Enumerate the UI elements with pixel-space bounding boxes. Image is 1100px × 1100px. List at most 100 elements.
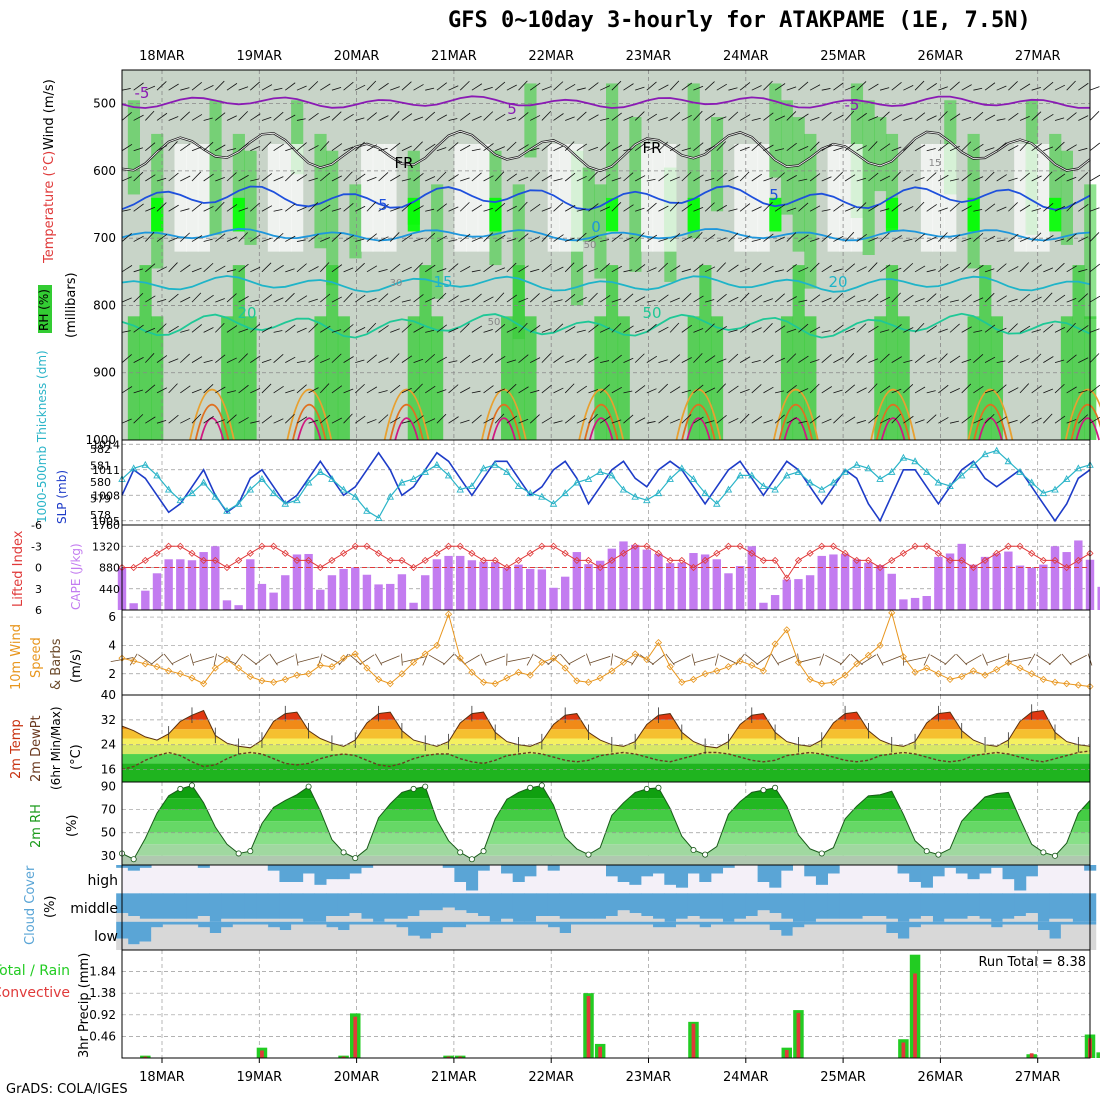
precip-convective-bar (260, 1050, 264, 1058)
contour-label: 50 (642, 304, 661, 322)
contour-label: FR (642, 139, 661, 157)
wind-barb (1078, 115, 1089, 121)
li-point (340, 549, 348, 557)
cape-tick-label: 1320 (92, 540, 120, 553)
wind-barb (984, 292, 995, 303)
wind-barb (763, 201, 773, 212)
cloud-low-gap (640, 924, 654, 950)
wind-barb (518, 297, 529, 303)
cloud-low-gap (1014, 924, 1027, 950)
isotherm-line (121, 275, 1091, 293)
cloud-low-gap (127, 944, 140, 950)
wind-barb (1054, 262, 1065, 273)
wind-barb (739, 413, 750, 424)
wind-speed-point (864, 651, 872, 659)
li-point (573, 556, 581, 564)
wind-barb (319, 383, 330, 394)
cloud-low-bar (174, 921, 187, 925)
wind-barb (168, 141, 178, 152)
wind-barb (961, 294, 972, 303)
wind-barb (156, 298, 167, 303)
wind-barb (448, 85, 459, 91)
wind-barb (739, 267, 750, 273)
cloud-middle-bar (932, 893, 945, 922)
wind-barb (1019, 383, 1030, 394)
cape-bar (362, 574, 372, 610)
wind-speed-point (398, 670, 406, 678)
wind-barb (273, 143, 284, 152)
rh-extreme-point (130, 856, 137, 863)
wind-barb (448, 327, 459, 333)
wind-barb (238, 263, 249, 273)
wind-barb (168, 414, 179, 424)
thickness-point (584, 475, 593, 482)
thickness-point (922, 467, 931, 475)
contour-label: 20 (237, 304, 256, 322)
wind-barb (530, 236, 541, 242)
wind-barb (949, 323, 960, 333)
cloud-low-gap (582, 924, 595, 950)
wind-barb-10m (825, 654, 842, 665)
wind-barb (809, 383, 820, 394)
cloud-low-gap (990, 927, 1003, 950)
wind-barb (588, 82, 599, 91)
wind-barb (588, 114, 599, 121)
wind-speed-point (701, 670, 709, 678)
wind-barb (623, 236, 634, 242)
wind-barb (669, 354, 681, 363)
wind-barb (494, 292, 505, 303)
thickness-tick-label: 582 (90, 443, 111, 456)
wind-barb (541, 295, 553, 303)
cape-bar (374, 584, 383, 610)
wind-barb (145, 295, 156, 303)
wind-speed-point (410, 658, 418, 666)
temp-band (122, 738, 1090, 745)
wind-barb (1054, 415, 1066, 424)
wind-barb (751, 263, 762, 273)
rh-band (122, 832, 1090, 845)
cloud-low-bar (652, 921, 665, 928)
li-point (305, 556, 313, 564)
wind-barb (763, 265, 774, 273)
wind-barb (156, 266, 168, 273)
cloud-high-bar (652, 865, 665, 874)
rh2m-axis-label: 2m RH (29, 804, 44, 848)
wind-barb (250, 323, 261, 333)
wind-barb (296, 263, 307, 273)
wind-barb (763, 233, 774, 242)
wind-barb (728, 353, 739, 363)
date-label-top: 19MAR (236, 49, 282, 64)
cape-bar (141, 590, 150, 610)
wind-barb (366, 233, 377, 242)
wind-barb (273, 330, 283, 333)
wind-barb (565, 237, 575, 242)
warm-surface-contour (686, 417, 711, 441)
cloud-low-bar (512, 921, 525, 925)
cloud-low-bar (326, 921, 339, 928)
wind-barb (926, 390, 936, 394)
wind-barb (250, 355, 261, 363)
rh-extreme-point (585, 851, 592, 858)
wind-barb (868, 83, 879, 91)
cape-bar (689, 553, 698, 610)
li-point (281, 549, 289, 557)
wind-barb (623, 269, 633, 273)
cape-bar (700, 554, 710, 610)
li-point (736, 542, 744, 550)
wind-barb (1066, 176, 1077, 182)
cloud-middle-bar (139, 893, 152, 919)
cloud-middle-bar (722, 893, 735, 922)
cloud-low-gap (932, 924, 945, 950)
wind-barb (331, 143, 343, 152)
cloud-low-bar (874, 921, 887, 925)
cape-bar (735, 566, 745, 610)
wind-barb (809, 84, 821, 91)
cloud-middle-bar (1072, 893, 1085, 922)
rh-band (122, 855, 1090, 865)
wind-barb (319, 262, 330, 273)
wind-barb (751, 117, 761, 121)
wind-barb (751, 416, 762, 424)
cloud-high-bar (197, 865, 210, 868)
wind-barb (413, 326, 424, 333)
wind-barb (226, 293, 237, 303)
